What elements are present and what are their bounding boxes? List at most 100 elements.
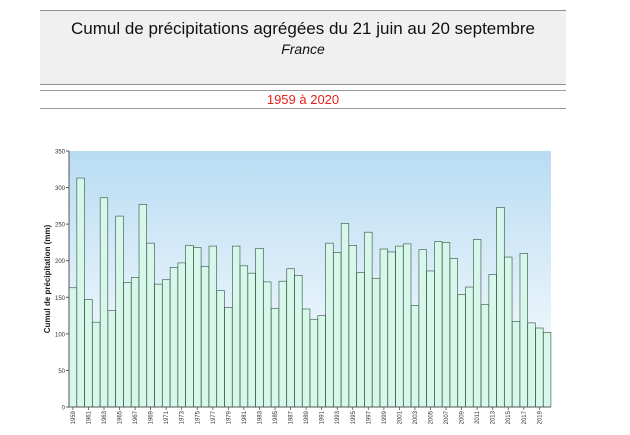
y-tick-label: 0 — [62, 406, 66, 412]
x-tick-label: 1985 — [273, 410, 279, 424]
bar-2009 — [457, 294, 466, 408]
bar-2005 — [426, 270, 435, 408]
bar-1985 — [270, 307, 280, 408]
bar-2016 — [511, 321, 521, 408]
x-tick-label: 1975 — [195, 410, 201, 424]
x-tick-label: 1967 — [133, 410, 139, 424]
bar-1964 — [107, 310, 116, 408]
bar-2013 — [488, 274, 497, 408]
x-tick-label: 1969 — [149, 410, 155, 424]
page-title: Cumul de précipitations agrégées du 21 j… — [70, 19, 535, 38]
bar-1981 — [239, 265, 249, 408]
x-tick-label: 2015 — [506, 410, 512, 424]
y-tick-label: 250 — [55, 223, 66, 229]
bar-1970 — [154, 283, 163, 408]
bar-2011 — [473, 239, 482, 408]
x-tick-label: 1959 — [71, 410, 77, 424]
bar-1977 — [208, 245, 217, 408]
bar-1982 — [247, 272, 256, 408]
bar-1966 — [123, 282, 132, 408]
x-tick-label: 2011 — [475, 410, 481, 424]
bar-1972 — [169, 266, 179, 408]
divider-bottom — [40, 108, 566, 109]
bar-1994 — [340, 223, 350, 408]
bar-1989 — [302, 308, 311, 408]
y-tick-label: 150 — [55, 296, 66, 302]
x-tick-label: 1987 — [289, 410, 295, 424]
bar-1976 — [200, 266, 210, 408]
x-tick-label: 2001 — [397, 410, 403, 424]
x-tick-label: 1991 — [320, 410, 326, 424]
x-tick-label: 1989 — [304, 410, 310, 424]
bar-1968 — [138, 204, 147, 408]
bar-2015 — [504, 256, 513, 408]
x-tick-label: 1977 — [211, 410, 217, 424]
bar-1991 — [317, 315, 326, 408]
bar-2006 — [434, 241, 443, 408]
bar-1960 — [76, 177, 85, 408]
bar-1961 — [84, 299, 93, 408]
divider-top — [40, 90, 566, 91]
x-tick-label: 1993 — [335, 410, 341, 424]
bar-1973 — [177, 262, 186, 408]
y-tick-label: 300 — [55, 186, 66, 192]
x-tick-label: 1995 — [351, 410, 357, 424]
bar-1995 — [348, 245, 357, 408]
x-tick-label: 1973 — [180, 410, 186, 424]
x-tick-label: 2017 — [522, 410, 528, 424]
bar-1971 — [162, 279, 171, 408]
x-tick-label: 1965 — [118, 410, 124, 424]
bar-2020 — [543, 332, 552, 408]
x-tick-label: 1963 — [102, 410, 108, 424]
bar-2017 — [519, 253, 528, 408]
bar-1993 — [333, 252, 342, 408]
bar-1974 — [185, 245, 194, 408]
y-tick-label: 350 — [55, 150, 66, 156]
bar-2007 — [441, 242, 451, 408]
bar-2001 — [395, 245, 404, 408]
bar-1983 — [255, 247, 264, 408]
bar-1975 — [193, 247, 202, 408]
bar-1967 — [130, 277, 140, 408]
bar-1997 — [364, 231, 373, 408]
bar-1987 — [286, 268, 295, 408]
bar-1988 — [294, 275, 303, 408]
bar-2010 — [465, 286, 474, 408]
x-tick-label: 1997 — [366, 410, 372, 424]
bar-1979 — [224, 307, 233, 408]
bar-1992 — [325, 242, 334, 408]
bar-2004 — [418, 249, 427, 408]
bar-2018 — [527, 322, 536, 408]
bar-1999 — [379, 248, 388, 408]
x-tick-label: 2013 — [491, 410, 497, 424]
x-tick-label: 2003 — [413, 410, 419, 424]
bar-2000 — [387, 251, 396, 408]
bar-1980 — [232, 245, 241, 408]
y-tick-label: 100 — [55, 332, 66, 338]
bar-1969 — [146, 242, 155, 408]
bar-1996 — [356, 272, 365, 408]
x-tick-label: 2009 — [460, 410, 466, 424]
bar-1990 — [309, 318, 318, 408]
x-tick-label: 2007 — [444, 410, 450, 424]
y-tick-label: 50 — [58, 369, 65, 375]
bar-1998 — [371, 277, 381, 408]
bar-1978 — [216, 290, 225, 408]
bar-1962 — [92, 321, 101, 408]
bar-2008 — [449, 258, 458, 408]
x-tick-label: 1961 — [86, 410, 92, 424]
bar-2002 — [403, 243, 412, 408]
bar-2014 — [496, 207, 505, 408]
page-subtitle: France — [281, 41, 325, 57]
x-tick-label: 2005 — [429, 410, 435, 424]
x-tick-label: 1983 — [257, 410, 263, 424]
bar-1965 — [115, 215, 124, 408]
bar-2019 — [535, 327, 544, 408]
bar-2003 — [410, 305, 420, 408]
period-label: 1959 à 2020 — [266, 92, 340, 107]
bar-2012 — [480, 304, 490, 408]
header-box: Cumul de précipitations agrégées du 21 j… — [40, 10, 566, 85]
x-tick-label: 1999 — [382, 410, 388, 424]
bar-1984 — [263, 281, 272, 408]
